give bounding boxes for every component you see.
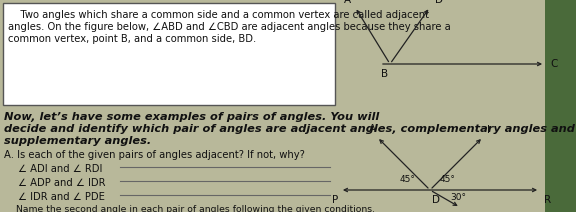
Text: D: D: [432, 195, 440, 205]
Text: A. Is each of the given pairs of angles adjacent? If not, why?: A. Is each of the given pairs of angles …: [4, 150, 305, 160]
Text: A: A: [343, 0, 351, 5]
Text: Now, let’s have some examples of pairs of angles. You will: Now, let’s have some examples of pairs o…: [4, 112, 379, 122]
Text: angles. On the figure below, ∠ABD and ∠CBD are adjacent angles because they shar: angles. On the figure below, ∠ABD and ∠C…: [8, 22, 451, 32]
Text: C: C: [550, 59, 558, 69]
FancyBboxPatch shape: [545, 0, 576, 212]
Text: Name the second angle in each pair of angles following the given conditions.: Name the second angle in each pair of an…: [4, 205, 375, 212]
Text: ∠ ADI and ∠ RDI: ∠ ADI and ∠ RDI: [18, 164, 103, 174]
Text: R: R: [544, 195, 551, 205]
Text: Two angles which share a common side and a common vertex are called adjacent: Two angles which share a common side and…: [8, 10, 429, 20]
Text: 45°: 45°: [440, 175, 456, 184]
Text: ∠ ADP and ∠ IDR: ∠ ADP and ∠ IDR: [18, 178, 105, 188]
Text: common vertex, point B, and a common side, BD.: common vertex, point B, and a common sid…: [8, 34, 256, 44]
Text: I: I: [487, 125, 490, 135]
Text: P: P: [332, 195, 338, 205]
Text: A: A: [369, 124, 377, 134]
Text: decide and identify which pair of angles are adjacent angles, complementary angl: decide and identify which pair of angles…: [4, 124, 575, 134]
Text: supplementary angles.: supplementary angles.: [4, 136, 151, 146]
Text: D: D: [435, 0, 443, 5]
Text: ∠ IDR and ∠ PDE: ∠ IDR and ∠ PDE: [18, 192, 105, 202]
Text: 45°: 45°: [400, 175, 416, 184]
Text: 30°: 30°: [450, 193, 466, 202]
FancyBboxPatch shape: [3, 3, 335, 105]
Text: B: B: [381, 69, 388, 79]
